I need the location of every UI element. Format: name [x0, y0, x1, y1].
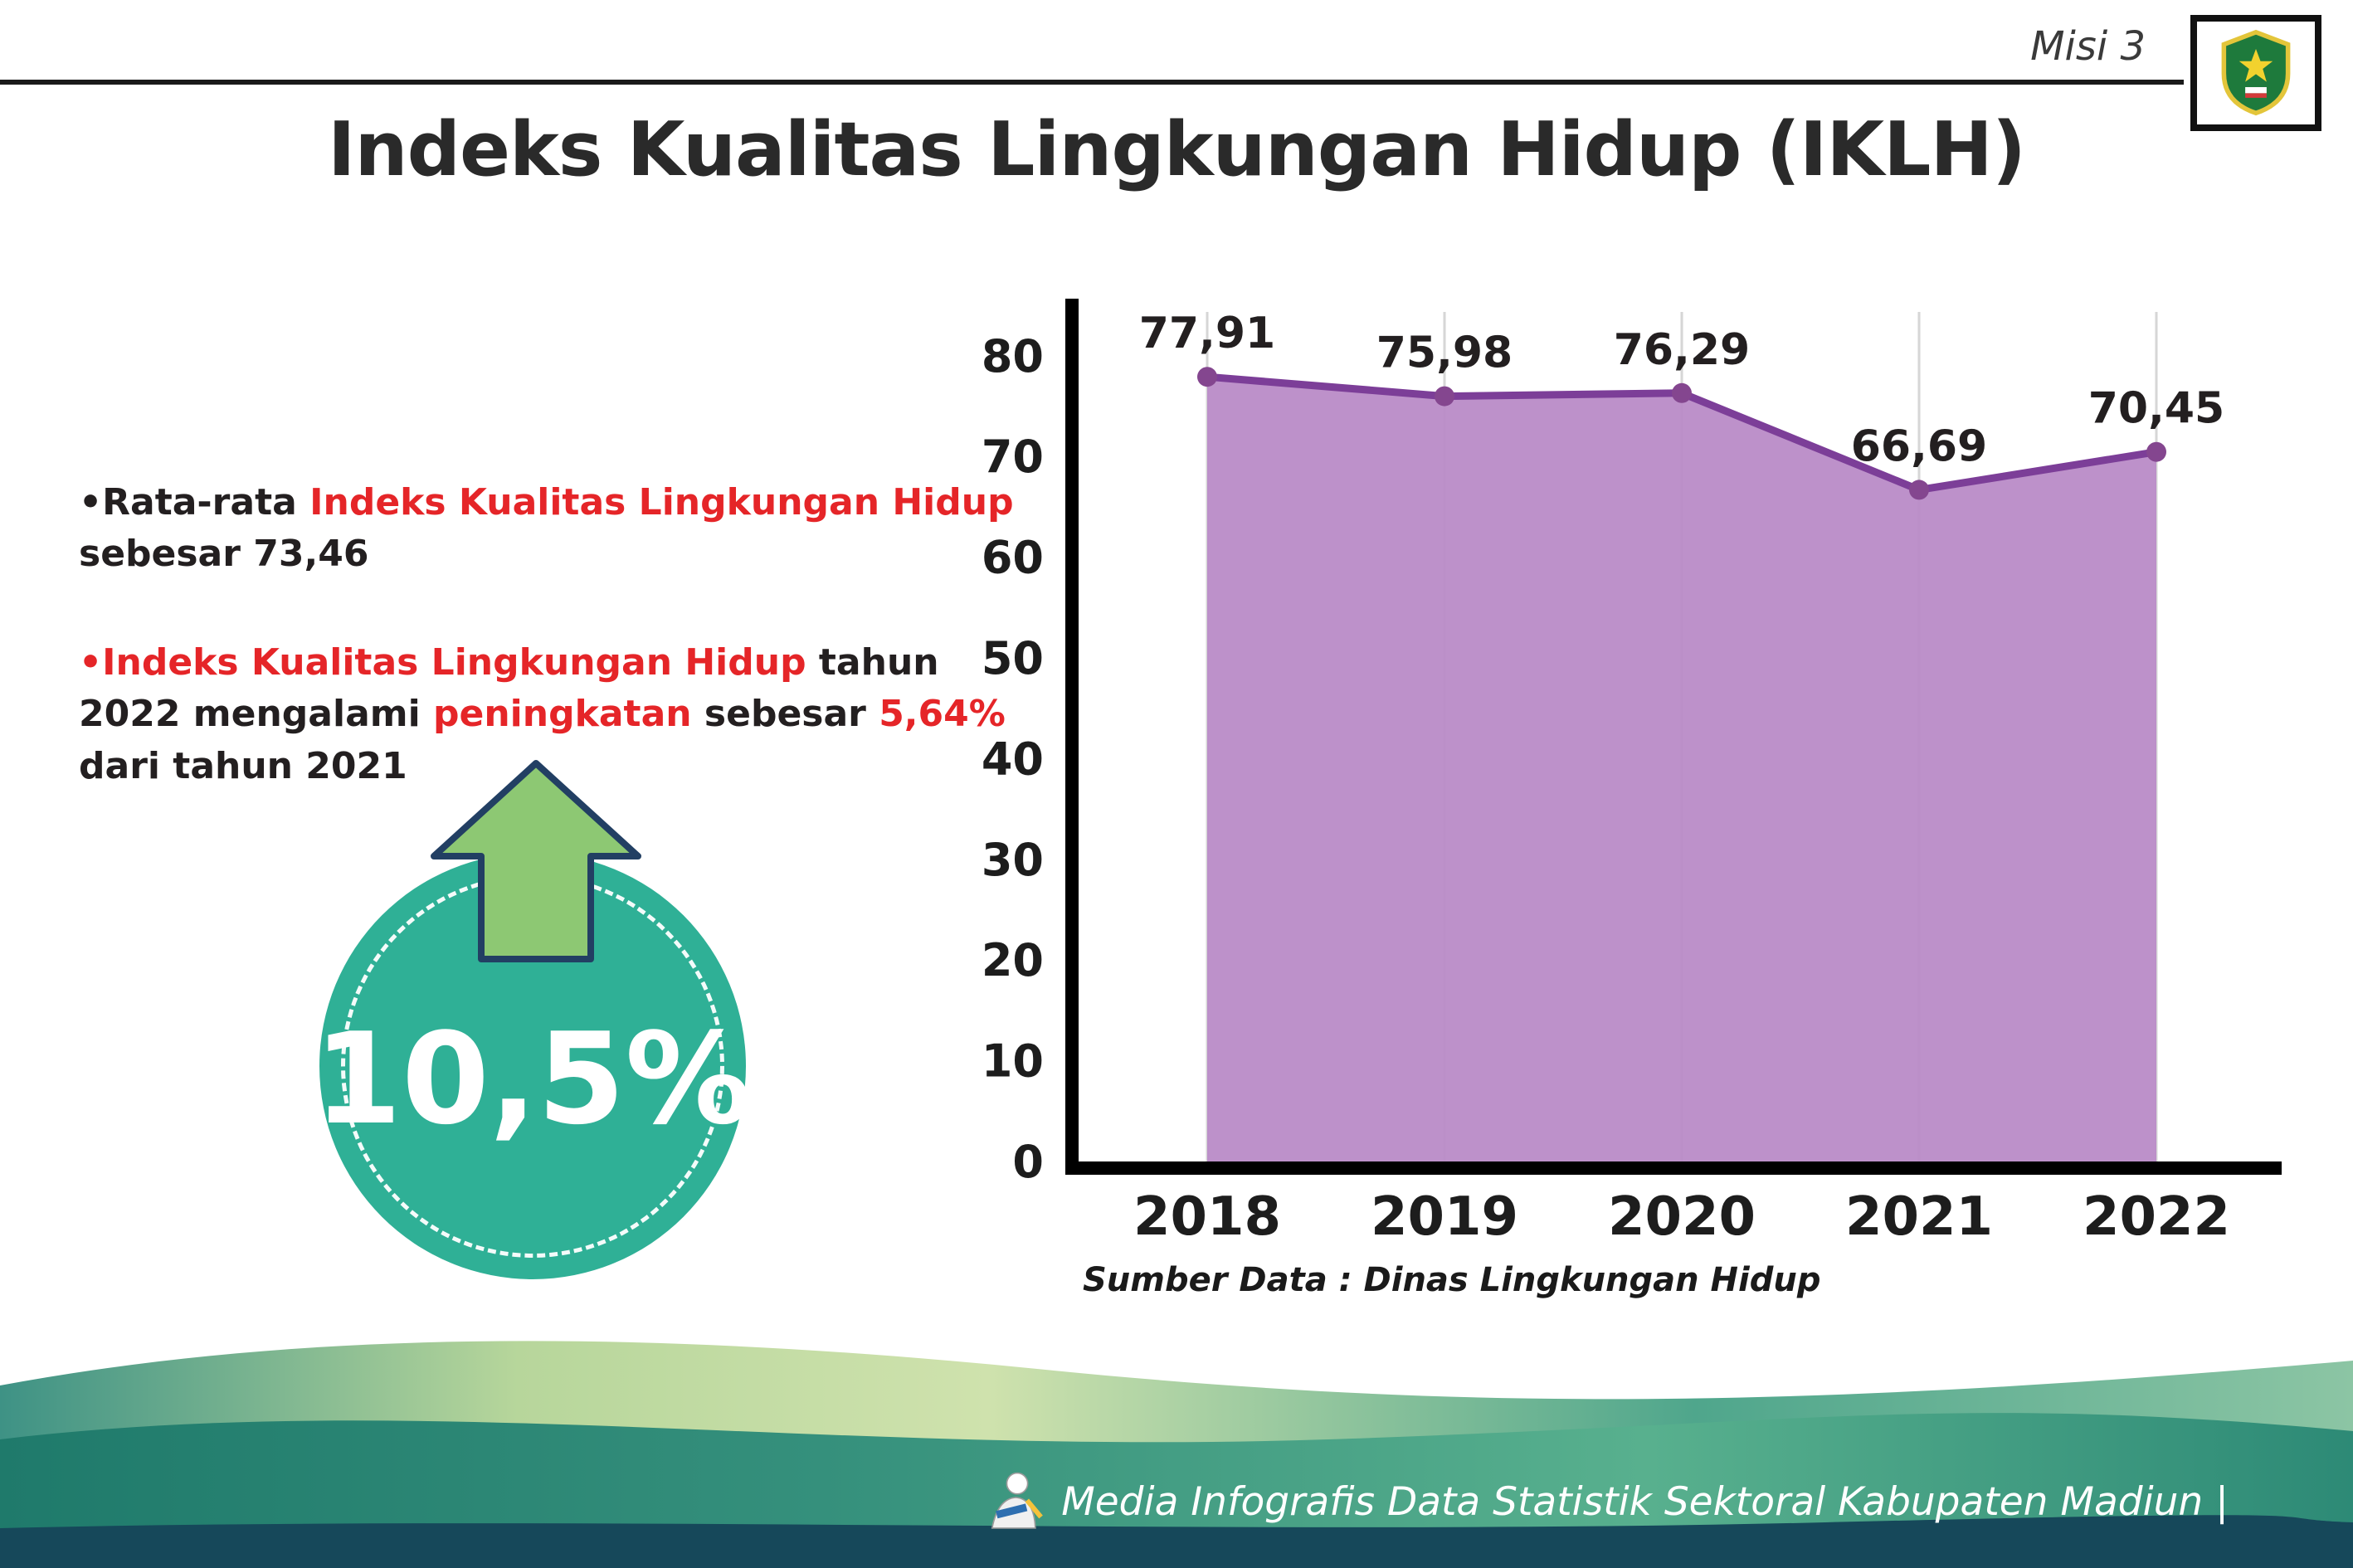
- kabupaten-madiun-logo: [2190, 15, 2321, 131]
- footer-caption: Media Infografis Data Statistik Sektoral…: [978, 1467, 2229, 1536]
- up-arrow-icon: [431, 760, 641, 962]
- bullet-text-segment: tahun 2022 mengalami: [79, 641, 939, 736]
- badge-value: 10,5%: [314, 1005, 752, 1152]
- chart-source: Sumber Data : Dinas Lingkungan Hidup: [1083, 1261, 1821, 1299]
- svg-text:70,45: 70,45: [2088, 384, 2224, 434]
- svg-text:50: 50: [982, 632, 1044, 684]
- bullet-text-segment: dari tahun 2021: [79, 744, 407, 787]
- footer: Media Infografis Data Statistik Sektoral…: [0, 1269, 2353, 1568]
- bullet-marker: •: [79, 641, 103, 684]
- svg-text:66,69: 66,69: [1851, 421, 1987, 471]
- svg-text:76,29: 76,29: [1614, 325, 1750, 375]
- bullet-text-segment: Indeks Kualitas Lingkungan Hidup: [102, 641, 806, 684]
- svg-text:77,91: 77,91: [1139, 309, 1275, 358]
- bullet-text-segment: peningkatan: [433, 693, 692, 736]
- iklh-chart: 0 10 20 30 40 50 60 70 80 77,91 75,98 76,29 66,69 70,…: [954, 299, 2353, 1336]
- svg-text:60: 60: [982, 532, 1044, 584]
- svg-text:40: 40: [982, 733, 1044, 785]
- bullet-text-segment: sebesar 73,46: [79, 533, 369, 576]
- bullet-increase-iklh: •Indeks Kualitas Lingkungan Hidup tahun …: [79, 637, 1025, 792]
- svg-text:20: 20: [982, 934, 1044, 986]
- bullet-average-iklh: •Rata-rata Indeks Kualitas Lingkungan Hi…: [79, 477, 1025, 581]
- svg-text:30: 30: [982, 834, 1044, 886]
- svg-text:70: 70: [982, 431, 1044, 483]
- svg-text:2022: 2022: [2083, 1186, 2230, 1248]
- mascot-icon: [991, 1472, 1044, 1529]
- logo-shield-icon: [2221, 29, 2291, 116]
- bullet-text-segment: 5,64%: [879, 693, 1006, 736]
- svg-text:2021: 2021: [1845, 1186, 1993, 1248]
- svg-text:2019: 2019: [1371, 1186, 1518, 1248]
- svg-text:75,98: 75,98: [1376, 329, 1513, 378]
- svg-text:0: 0: [1012, 1136, 1044, 1188]
- svg-text:80: 80: [982, 330, 1044, 382]
- footer-text: Media Infografis Data Statistik Sektoral…: [1061, 1478, 2229, 1525]
- footer-waves: [0, 1341, 2353, 1568]
- svg-text:10: 10: [982, 1035, 1044, 1088]
- bullet-marker: •: [79, 481, 103, 523]
- iklh-area-chart: 0 10 20 30 40 50 60 70 80 77,91 75,98 76,29 66,69 70,…: [982, 299, 2282, 1248]
- bullet-text-segment: Indeks Kualitas Lingkungan Hidup: [309, 481, 1014, 523]
- bullet-text-segment: sebesar: [691, 693, 879, 736]
- svg-text:2018: 2018: [1133, 1186, 1281, 1248]
- misi-label: Misi 3: [2030, 23, 2146, 70]
- bullet-text-segment: Rata-rata: [102, 481, 310, 523]
- svg-text:2020: 2020: [1608, 1186, 1756, 1248]
- top-rule: [0, 80, 2184, 85]
- page-title: Indeks Kualitas Lingkungan Hidup (IKLH): [328, 106, 2026, 193]
